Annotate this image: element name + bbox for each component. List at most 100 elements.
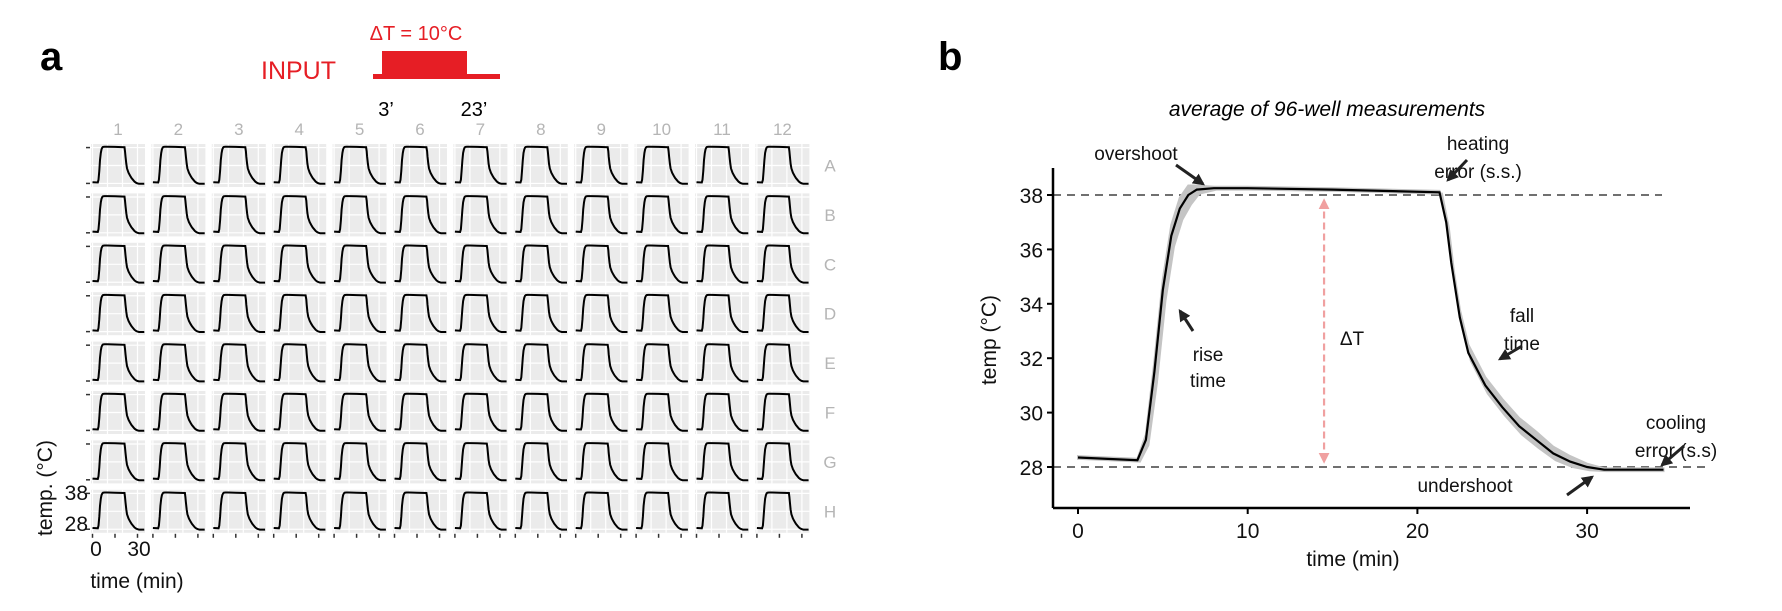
well-plot-H3 (211, 489, 266, 538)
well-curve (152, 244, 205, 284)
well-plot-C9 (574, 242, 629, 286)
well-curve (515, 392, 567, 432)
well-curve (213, 293, 266, 333)
well-curve (575, 244, 628, 284)
well-plot-D2 (151, 292, 206, 336)
y-tick-label: 30 (1020, 403, 1043, 426)
fall-time-arrow (1497, 344, 1523, 361)
well-curve (515, 293, 567, 333)
y-tick-label: 38 (1020, 185, 1043, 208)
x-tick-label: 10 (1236, 520, 1259, 543)
well-curve (756, 442, 809, 482)
well-plot-D1 (86, 292, 145, 336)
well-curve (152, 491, 205, 531)
well-curve (394, 392, 447, 432)
well-plot-D10 (634, 292, 689, 336)
column-label: 11 (713, 120, 731, 139)
row-label: D (824, 305, 836, 324)
column-label: 10 (652, 120, 671, 139)
annotation-delta-t: ΔT (1340, 329, 1365, 350)
well-plot-D11 (695, 292, 749, 336)
well-plot-B7 (453, 193, 508, 237)
rise-time-arrow (1178, 308, 1195, 332)
well-plot-E2 (151, 341, 206, 385)
y-axis-title-b: temp (°C) (978, 295, 1001, 385)
panel-label-b: b (938, 35, 962, 79)
well-curve (213, 442, 266, 482)
well-plot-H1 (86, 489, 145, 538)
well-plot-E6 (393, 341, 447, 385)
annotation-cooling-1: cooling (1646, 413, 1706, 434)
x-tick-label-0: 0 (90, 538, 102, 561)
row-label: H (824, 502, 836, 521)
well-plot-F7 (453, 391, 508, 434)
well-plot-A4 (272, 144, 327, 187)
column-label: 5 (355, 120, 364, 139)
well-plot-B10 (634, 193, 689, 237)
well-curve (152, 343, 205, 383)
row-label: E (824, 354, 835, 373)
well-curve (92, 244, 145, 284)
delta-t-input-label: ΔT = 10°C (370, 23, 463, 45)
annotation-rise-2: time (1190, 371, 1226, 392)
well-curve (696, 343, 749, 383)
well-plot-C2 (151, 242, 206, 286)
y-axis-title-a: temp. (°C) (34, 440, 57, 536)
well-plot-F10 (634, 391, 689, 434)
well-plot-B12 (755, 193, 810, 237)
well-plot-E5 (332, 341, 387, 385)
well-plot-A3 (211, 144, 266, 187)
well-curve (152, 442, 205, 482)
well-curve (92, 293, 145, 333)
well-plot-G7 (453, 440, 508, 484)
well-curve (756, 145, 809, 185)
x-tick-label: 0 (1072, 520, 1084, 543)
well-plot-F2 (151, 391, 206, 434)
well-plot-H12 (755, 489, 810, 538)
annotation-heating-2: error (s.s.) (1434, 162, 1522, 183)
y-tick-label-28: 28 (65, 513, 88, 536)
column-label: 3 (234, 120, 243, 139)
well-curve (696, 195, 749, 235)
well-plot-E11 (695, 341, 749, 385)
well-plot-A6 (393, 144, 447, 187)
well-plot-H6 (393, 489, 447, 538)
x-tick-label: 30 (1575, 520, 1598, 543)
well-curve (454, 195, 507, 235)
well-plot-H9 (574, 489, 629, 538)
well-plot-H7 (453, 489, 508, 538)
well-plot-B5 (332, 193, 387, 237)
well-curve (696, 442, 749, 482)
well-curve (515, 491, 567, 531)
well-plot-G5 (332, 440, 387, 484)
well-plot-G11 (695, 440, 749, 484)
well-plot-A8 (513, 144, 568, 187)
well-curve (394, 343, 447, 383)
well-curve (273, 195, 326, 235)
well-curve (575, 392, 628, 432)
well-curve (756, 491, 809, 531)
well-plot-D7 (453, 292, 508, 336)
well-plot-B11 (695, 193, 749, 237)
well-plot-B1 (86, 193, 145, 237)
well-plot-A1 (86, 144, 145, 187)
well-plot-G8 (513, 440, 568, 484)
well-plot-A11 (695, 144, 749, 187)
well-plot-G3 (211, 440, 266, 484)
well-curve (394, 491, 447, 531)
sd-band (1077, 184, 1665, 473)
well-curve (636, 392, 688, 432)
well-plot-F12 (755, 391, 810, 434)
well-curve (394, 195, 447, 235)
well-plot-H11 (695, 489, 749, 538)
well-curve (213, 491, 266, 531)
well-curve (394, 145, 447, 185)
well-plot-C11 (695, 242, 749, 286)
well-curve (756, 195, 809, 235)
well-curve (636, 491, 688, 531)
well-curve (636, 145, 688, 185)
well-plot-H5 (332, 489, 387, 538)
column-label: 4 (294, 120, 303, 139)
well-plot-B9 (574, 193, 629, 237)
well-plot-A10 (634, 144, 689, 187)
